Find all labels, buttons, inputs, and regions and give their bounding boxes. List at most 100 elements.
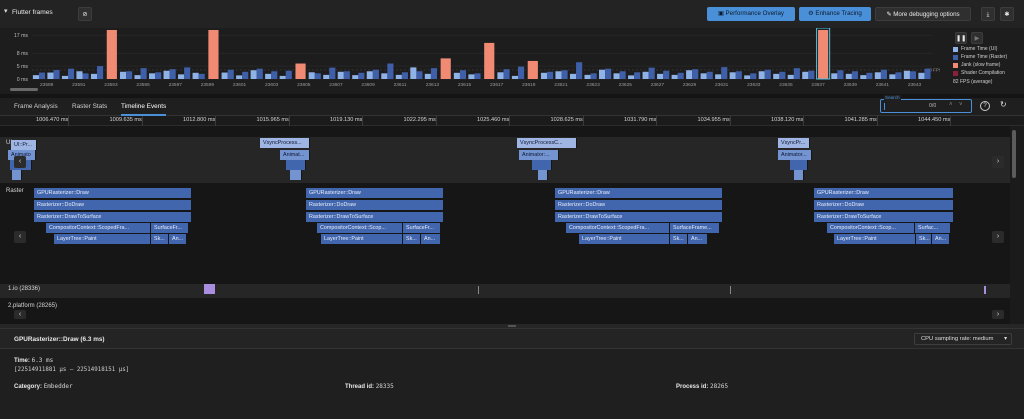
ui-frame-bar[interactable]: [671, 74, 678, 79]
raster-frame-bar[interactable]: [909, 71, 917, 79]
ui-frame-bar[interactable]: [555, 71, 562, 79]
io-event[interactable]: [478, 286, 479, 294]
ui-frame-bar[interactable]: [453, 72, 460, 79]
ui-frame-bar[interactable]: [831, 73, 838, 79]
ui-frame-bar[interactable]: [628, 75, 635, 79]
ui-frame-bar[interactable]: [584, 74, 591, 79]
ui-frame-bar[interactable]: [178, 74, 185, 79]
ui-event[interactable]: VsyncPr...: [778, 138, 810, 148]
ui-event[interactable]: Animator...: [778, 150, 812, 160]
ui-frame-bar[interactable]: [308, 72, 315, 79]
raster-event[interactable]: Rasterizer::DrawToSurface: [814, 212, 954, 222]
raster-event[interactable]: Sk...: [151, 234, 169, 244]
raster-frame-bar[interactable]: [547, 71, 554, 79]
raster-event[interactable]: Rasterizer::DoDraw: [555, 200, 723, 210]
raster-frame-bar[interactable]: [793, 68, 800, 79]
enhance-tracing-button[interactable]: ⚙ Enhance Tracing: [799, 7, 871, 21]
raster-frame-bar[interactable]: [866, 72, 873, 79]
ui-event[interactable]: [532, 160, 552, 170]
ui-event[interactable]: Animato: [8, 150, 36, 160]
ui-frame-bar[interactable]: [279, 75, 286, 79]
ui-frame-bar[interactable]: [889, 74, 896, 79]
raster-frame-bar[interactable]: [851, 71, 858, 79]
raster-frame-bar[interactable]: [605, 68, 612, 79]
raster-frame-bar[interactable]: [38, 72, 46, 79]
scroll-left-button[interactable]: ‹: [14, 310, 26, 319]
ui-frame-bar[interactable]: [874, 72, 881, 79]
raster-event[interactable]: LayerTree::Paint: [321, 234, 403, 244]
ui-frame-bar[interactable]: [366, 71, 373, 79]
ui-frame-bar[interactable]: [47, 72, 54, 79]
resize-handle[interactable]: [0, 324, 1024, 328]
raster-frame-bar[interactable]: [692, 69, 699, 79]
raster-frame-bar[interactable]: [242, 71, 249, 79]
ui-frame-bar[interactable]: [221, 72, 228, 79]
ui-frame-bar[interactable]: [352, 75, 359, 79]
cpu-sampling-dropdown[interactable]: CPU sampling rate: medium ▾: [914, 333, 1012, 345]
raster-frame-bar[interactable]: [503, 69, 510, 79]
raster-frame-bar[interactable]: [155, 72, 162, 79]
raster-frame-bar[interactable]: [648, 67, 655, 79]
raster-frame-bar[interactable]: [750, 73, 757, 79]
search-field[interactable]: Search 0/0 ˄ ˅: [880, 95, 972, 113]
ui-event[interactable]: [794, 170, 804, 180]
raster-frame-bar[interactable]: [372, 69, 379, 79]
frames-bar-chart[interactable]: 17 ms 8 ms 5 ms 0 ms 60 FPS 23589 23591 23593 23…: [0, 28, 940, 94]
ui-frame-bar[interactable]: [134, 75, 141, 79]
ui-frame-bar[interactable]: [395, 74, 402, 79]
ui-frame-bar[interactable]: [511, 75, 518, 79]
raster-event[interactable]: Rasterizer::DoDraw: [34, 200, 192, 210]
raster-event[interactable]: CompositorContext::Scop...: [317, 223, 403, 233]
ui-frame-bar[interactable]: [700, 73, 707, 79]
ui-event[interactable]: [12, 170, 22, 180]
help-icon[interactable]: ?: [980, 101, 990, 111]
raster-frame-bar[interactable]: [68, 68, 75, 79]
raster-frame-bar[interactable]: [779, 71, 786, 79]
raster-frame-bar[interactable]: [416, 71, 423, 79]
io-event[interactable]: [204, 284, 215, 294]
raster-frame-bar[interactable]: [721, 67, 728, 79]
ui-event[interactable]: Animator:...: [519, 150, 559, 160]
jank-frame-bar[interactable]: [295, 63, 306, 79]
tab-timeline-events[interactable]: Timeline Events: [121, 98, 167, 116]
raster-frame-bar[interactable]: [358, 72, 365, 79]
ui-frame-bar[interactable]: [729, 72, 736, 79]
raster-event[interactable]: Surfac...: [915, 223, 951, 233]
raster-event[interactable]: SurfaceFrame...: [670, 223, 720, 233]
jank-frame-bar[interactable]: [106, 30, 117, 79]
raster-event[interactable]: Sk...: [670, 234, 688, 244]
io-event[interactable]: [730, 286, 731, 294]
raster-frame-bar[interactable]: [590, 73, 597, 79]
raster-frame-bar[interactable]: [808, 70, 815, 79]
raster-frame-bar[interactable]: [198, 73, 205, 79]
raster-frame-bar[interactable]: [924, 68, 931, 79]
raster-event[interactable]: GPURasterizer::Draw: [306, 188, 444, 198]
jank-frame-bar[interactable]: [818, 30, 829, 79]
ui-event[interactable]: [538, 170, 548, 180]
raster-frame-bar[interactable]: [184, 67, 191, 79]
resume-button[interactable]: ▶: [971, 32, 983, 44]
raster-frame-bar[interactable]: [518, 66, 525, 79]
raster-event[interactable]: GPURasterizer::Draw: [34, 188, 192, 198]
raster-event[interactable]: SurfaceFr...: [151, 223, 189, 233]
pause-button[interactable]: ❚❚: [955, 32, 967, 44]
raster-event[interactable]: LayerTree::Paint: [834, 234, 916, 244]
export-button[interactable]: ⤓: [981, 7, 995, 21]
raster-frame-bar[interactable]: [256, 68, 263, 79]
ui-event[interactable]: [790, 160, 808, 170]
raster-frame-bar[interactable]: [140, 68, 147, 79]
ui-frame-bar[interactable]: [802, 71, 809, 79]
raster-event[interactable]: Rasterizer::DrawToSurface: [306, 212, 444, 222]
ui-frame-bar[interactable]: [323, 74, 330, 79]
raster-event[interactable]: CompositorContext::ScopedFra...: [566, 223, 670, 233]
raster-event[interactable]: LayerTree::Paint: [579, 234, 670, 244]
ui-event[interactable]: [286, 160, 306, 170]
scroll-right-button[interactable]: ›: [992, 231, 1004, 243]
raster-frame-bar[interactable]: [97, 66, 104, 79]
raster-frame-bar[interactable]: [227, 69, 234, 79]
jank-frame-bar[interactable]: [440, 58, 451, 79]
ui-frame-bar[interactable]: [381, 73, 388, 79]
ui-frame-bar[interactable]: [845, 73, 852, 79]
vertical-scrollbar[interactable]: [1012, 130, 1016, 178]
raster-frame-bar[interactable]: [474, 73, 481, 79]
